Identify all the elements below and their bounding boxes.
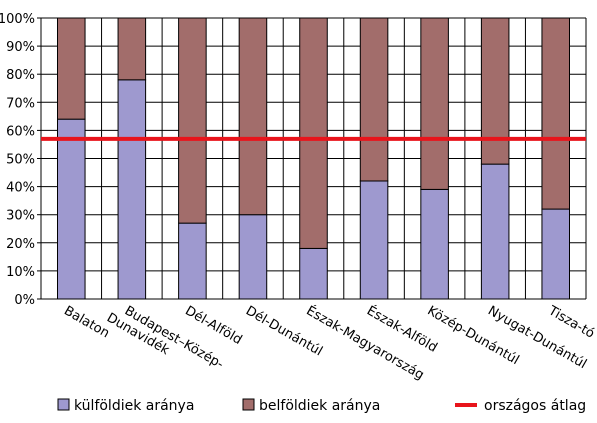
x-category-label: Budapest–Közép-Dunavidék <box>104 297 226 385</box>
bar-segment-domestic <box>541 17 570 210</box>
legend-swatch <box>57 398 70 411</box>
bar-segment-domestic <box>359 17 389 182</box>
y-tick-label: 20% <box>6 237 35 252</box>
bar-segment-foreign <box>541 208 570 300</box>
bar-segment-domestic <box>57 17 86 120</box>
axes <box>37 17 586 300</box>
bar-segment-domestic <box>178 17 207 224</box>
bar-segment-foreign <box>57 118 86 300</box>
bar-segment-foreign <box>420 188 449 300</box>
bar-segment-foreign <box>480 163 510 300</box>
bar-segment-domestic <box>117 17 147 81</box>
y-tick-label: 60% <box>6 124 35 139</box>
x-category-label: Nyugat-Dunántúl <box>485 303 589 372</box>
bars <box>57 17 570 300</box>
y-tick-label: 50% <box>6 153 35 168</box>
legend-item-foreign: külföldiek aránya <box>57 398 194 414</box>
bar-segment-domestic <box>238 17 268 216</box>
y-tick-labels: 0% 10% 20% 30% 40% 50% 60% 70% 80% 90% 100% <box>0 12 35 308</box>
legend: külföldiek aránya belföldiek aránya ország… <box>57 398 586 414</box>
y-tick-label: 100% <box>0 12 35 27</box>
legend-swatch <box>242 398 255 411</box>
bar-segment-foreign <box>238 214 268 300</box>
y-tick-label: 30% <box>6 209 35 224</box>
y-tick-label: 40% <box>6 181 35 196</box>
x-category-label: Tisza-tó <box>545 303 597 342</box>
bar-segment-foreign <box>299 247 328 300</box>
bar-segment-domestic <box>480 17 510 165</box>
bar-segment-foreign <box>117 79 147 300</box>
legend-label: belföldiek aránya <box>259 398 380 414</box>
y-tick-label: 90% <box>6 40 35 55</box>
legend-label: külföldiek aránya <box>74 398 194 414</box>
y-tick-label: 10% <box>6 265 35 280</box>
legend-label: országos átlag <box>484 398 586 414</box>
bar-segment-domestic <box>299 17 328 249</box>
y-tick-label: 80% <box>6 68 35 83</box>
y-tick-label: 0% <box>14 293 35 308</box>
bar-segment-domestic <box>420 17 449 190</box>
bar-segment-foreign <box>359 180 389 300</box>
bar-segment-foreign <box>178 222 207 300</box>
x-category-labels: Balaton Budapest–Közép-Dunavidék Dél-Alföl… <box>61 297 597 385</box>
y-tick-label: 70% <box>6 96 35 111</box>
legend-item-domestic: belföldiek aránya <box>242 398 380 414</box>
legend-item-national-average: országos átlag <box>455 398 586 414</box>
